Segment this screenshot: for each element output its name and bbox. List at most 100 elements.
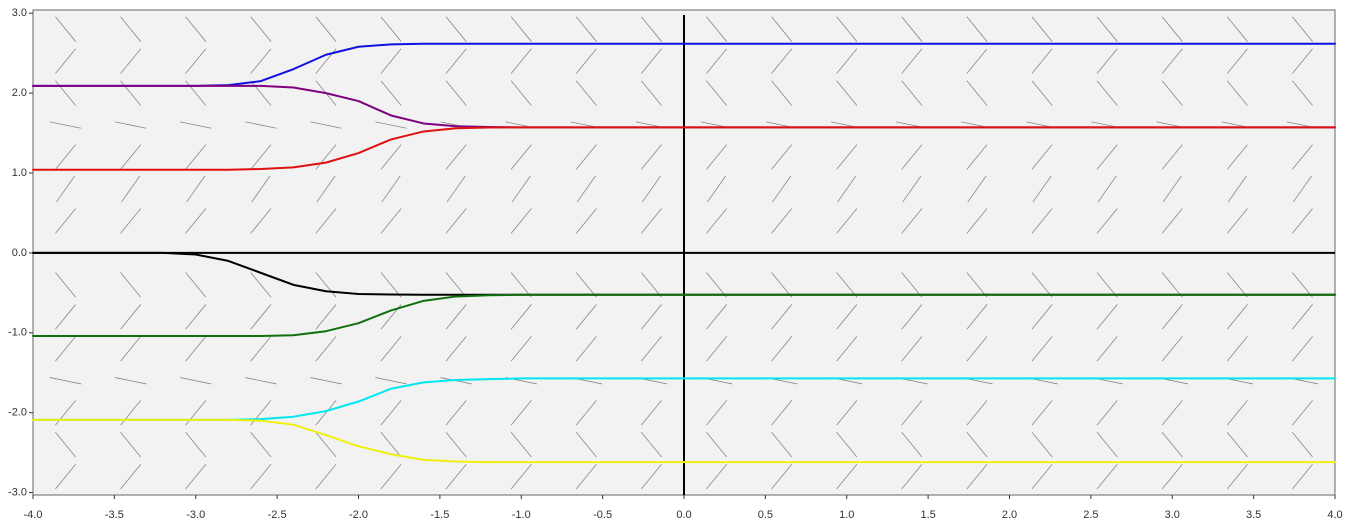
y-tick-label: 1.0 xyxy=(12,167,27,179)
field-segment xyxy=(706,272,727,298)
field-segment xyxy=(1226,272,1248,298)
field-segment xyxy=(967,175,987,203)
field-segment xyxy=(641,432,662,458)
field-segment xyxy=(510,400,532,426)
x-tick-label: -1.5 xyxy=(430,509,449,521)
field-segment xyxy=(380,272,402,298)
field-segment xyxy=(120,463,142,490)
field-segment xyxy=(641,208,662,234)
field-segment xyxy=(185,400,207,426)
field-segment xyxy=(1292,80,1313,106)
field-segment xyxy=(380,16,402,42)
field-segment xyxy=(966,144,988,170)
field-segment xyxy=(901,208,923,234)
x-tick-label: -2.0 xyxy=(349,509,368,521)
x-tick-label: -3.5 xyxy=(105,509,124,521)
field-segment xyxy=(510,80,532,106)
field-segment xyxy=(445,144,467,170)
field-segment xyxy=(836,16,858,42)
field-segment xyxy=(55,48,76,74)
field-segment xyxy=(55,80,76,106)
field-segment xyxy=(1031,304,1053,330)
field-segment xyxy=(1031,336,1053,362)
field-segment xyxy=(1031,272,1053,298)
field-segment xyxy=(641,80,662,106)
field-segment xyxy=(575,48,597,74)
field-segment xyxy=(771,432,793,458)
field-segment xyxy=(966,400,988,426)
field-segment xyxy=(771,208,793,234)
field-segment xyxy=(706,208,727,234)
field-segment xyxy=(771,304,793,330)
field-segment xyxy=(1292,304,1313,330)
field-segment xyxy=(120,80,142,106)
field-segment xyxy=(381,175,401,203)
field-segment xyxy=(446,175,466,203)
x-tick-label: 1.0 xyxy=(839,509,854,521)
field-segment xyxy=(250,336,272,362)
field-segment xyxy=(1096,48,1118,74)
field-segment xyxy=(901,272,923,298)
field-segment xyxy=(445,48,467,74)
field-segment xyxy=(1161,144,1183,170)
field-segment xyxy=(575,144,597,170)
field-segment xyxy=(1096,208,1118,234)
field-segment xyxy=(445,272,467,298)
field-segment xyxy=(1161,336,1183,362)
field-segment xyxy=(1292,336,1313,362)
field-segment xyxy=(1226,48,1248,74)
field-segment xyxy=(185,432,207,458)
field-segment xyxy=(1292,208,1313,234)
field-segment xyxy=(901,16,923,42)
field-segment xyxy=(1096,463,1118,490)
field-segment xyxy=(49,121,82,129)
x-tick-label: 1.5 xyxy=(920,509,935,521)
field-segment xyxy=(641,400,662,426)
field-segment xyxy=(1226,208,1248,234)
field-segment xyxy=(510,272,532,298)
field-segment xyxy=(380,80,402,106)
field-segment xyxy=(1096,144,1118,170)
field-segment xyxy=(1292,48,1313,74)
field-segment xyxy=(641,144,662,170)
field-segment xyxy=(250,80,272,106)
field-segment xyxy=(771,400,793,426)
field-segment xyxy=(120,336,142,362)
field-segment xyxy=(966,272,988,298)
field-segment xyxy=(772,175,792,203)
solution-curve xyxy=(32,126,1336,171)
field-segment xyxy=(445,208,467,234)
field-segment xyxy=(250,144,272,170)
field-segment xyxy=(901,336,923,362)
field-segment xyxy=(120,400,142,426)
field-segment xyxy=(250,304,272,330)
field-segment xyxy=(1161,48,1183,74)
field-segment xyxy=(1096,304,1118,330)
field-segment xyxy=(1031,80,1053,106)
field-segment xyxy=(445,463,467,490)
field-segment xyxy=(707,175,727,203)
field-segment xyxy=(510,336,532,362)
field-segment xyxy=(836,272,858,298)
field-segment xyxy=(1031,463,1053,490)
field-segment xyxy=(510,463,532,490)
field-segment xyxy=(1226,432,1248,458)
field-segment xyxy=(55,272,76,298)
field-segment xyxy=(966,80,988,106)
field-segment xyxy=(179,377,212,385)
field-segment xyxy=(1096,336,1118,362)
field-segment xyxy=(901,48,923,74)
field-segment xyxy=(1292,400,1313,426)
field-segment xyxy=(250,272,272,298)
field-segment xyxy=(185,336,207,362)
x-tick-label: -4.0 xyxy=(24,509,43,521)
field-segment xyxy=(114,377,147,385)
field-segment xyxy=(771,144,793,170)
field-segment xyxy=(771,80,793,106)
field-segment xyxy=(641,48,662,74)
field-segment xyxy=(1032,175,1052,203)
field-segment xyxy=(901,80,923,106)
field-segment xyxy=(902,175,922,203)
x-tick-label: -2.5 xyxy=(268,509,287,521)
field-segment xyxy=(1161,16,1183,42)
